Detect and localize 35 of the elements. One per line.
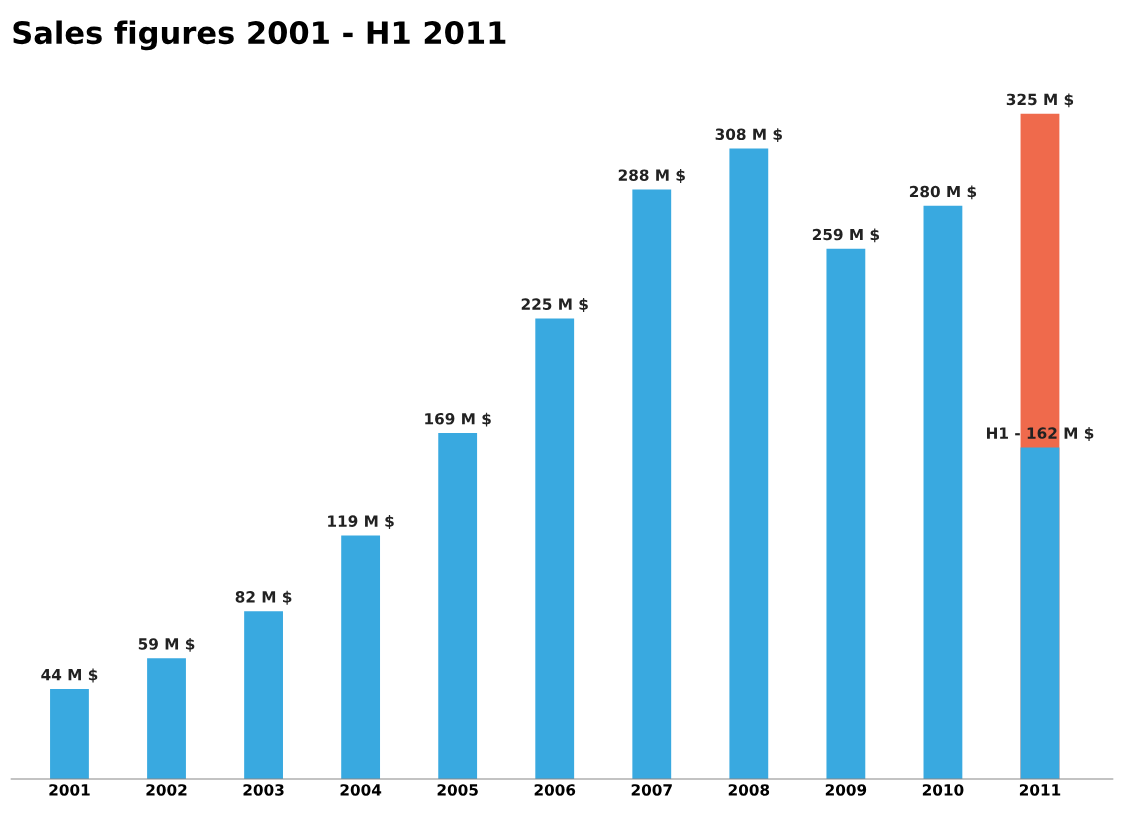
x-tick-label: 2002 (146, 784, 187, 796)
data-label: 288 M $ (618, 169, 685, 183)
bar (438, 433, 478, 779)
data-label: 169 M $ (425, 412, 491, 427)
data-label: 119 M $ (328, 515, 394, 529)
x-tick-label: 2008 (728, 784, 770, 796)
x-tick-label: 2009 (825, 784, 867, 796)
bar (341, 535, 381, 779)
x-tick-label: 2005 (437, 784, 478, 796)
x-tick-label: 2004 (340, 784, 382, 796)
bar (50, 688, 89, 779)
data-label: 44 M $ (41, 668, 98, 683)
data-label: 59 M $ (138, 637, 195, 652)
bar (826, 248, 866, 779)
bar (923, 205, 963, 779)
bar (244, 611, 283, 779)
data-label: 82 M $ (235, 590, 292, 605)
bar (632, 189, 672, 779)
data-label: 325 M $ (1006, 93, 1074, 108)
data-label: 280 M $ (909, 185, 977, 200)
x-tick-label: 2010 (922, 784, 964, 796)
data-label: H1 - 162 M $ (987, 427, 1094, 441)
chart-title: Sales figures 2001 - H1 2011 (13, 20, 506, 51)
data-label: 308 M $ (715, 128, 782, 143)
bar (147, 658, 186, 779)
data-label: 225 M $ (521, 298, 588, 312)
x-tick-label: 2001 (49, 784, 90, 796)
x-tick-label: 2007 (631, 784, 672, 796)
data-label: 259 M $ (812, 228, 880, 243)
x-tick-label: 2011 (1019, 784, 1061, 796)
bar (535, 318, 575, 779)
x-tick-label: 2003 (243, 784, 284, 796)
x-tick-label: 2006 (534, 784, 576, 796)
bar (1020, 447, 1060, 779)
bar (729, 148, 769, 779)
